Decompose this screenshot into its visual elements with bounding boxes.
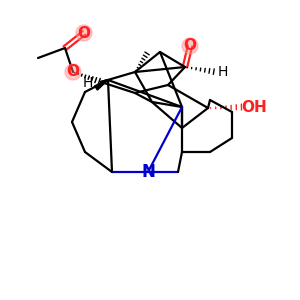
Text: O: O	[67, 64, 80, 80]
Text: H: H	[218, 65, 228, 79]
Text: O: O	[184, 38, 196, 53]
Circle shape	[182, 38, 198, 54]
Circle shape	[76, 25, 92, 41]
Text: OH: OH	[241, 100, 267, 115]
Polygon shape	[94, 80, 108, 90]
Text: O: O	[77, 26, 91, 40]
Text: H: H	[83, 76, 93, 90]
Text: N: N	[141, 163, 155, 181]
Circle shape	[65, 64, 81, 80]
